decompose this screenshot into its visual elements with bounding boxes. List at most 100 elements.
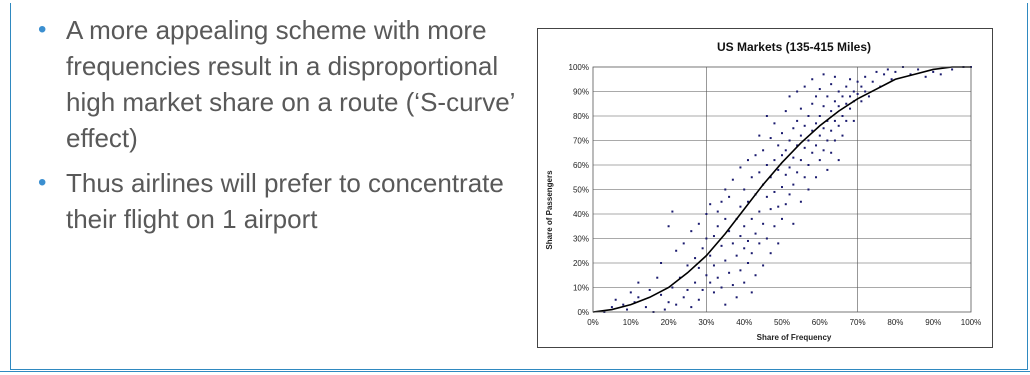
data-point (716, 210, 719, 213)
data-point (762, 149, 765, 152)
x-tick-label: 80% (887, 318, 903, 327)
data-point (792, 222, 795, 225)
data-point (765, 237, 768, 240)
data-point (735, 296, 738, 299)
data-point (758, 210, 761, 213)
data-point (833, 100, 836, 103)
data-point (818, 159, 821, 162)
x-tick-label: 90% (925, 318, 941, 327)
data-point (724, 303, 727, 306)
data-point (724, 188, 727, 191)
data-point (743, 225, 746, 228)
data-point (750, 176, 753, 179)
data-point (788, 95, 791, 98)
data-point (807, 139, 810, 142)
data-point (833, 139, 836, 142)
data-point (720, 200, 723, 203)
y-tick-label: 60% (573, 161, 589, 170)
data-point (663, 308, 666, 311)
data-point (743, 281, 746, 284)
data-point (765, 115, 768, 117)
data-point (746, 239, 749, 242)
data-point (781, 132, 783, 135)
data-point (701, 288, 704, 291)
data-point (894, 70, 897, 73)
data-point (781, 217, 783, 220)
data-point (735, 254, 738, 257)
data-point (739, 235, 742, 238)
y-tick-label: 50% (573, 186, 589, 195)
data-point (826, 95, 829, 98)
x-tick-label: 100% (961, 318, 981, 327)
x-tick-label: 20% (661, 318, 677, 327)
data-point (777, 242, 780, 245)
data-point (671, 286, 674, 289)
data-point (818, 134, 821, 137)
data-point (739, 205, 742, 208)
y-tick-label: 80% (573, 112, 589, 121)
bullet-item: • A more appealing scheme with more freq… (38, 12, 518, 156)
data-point (701, 247, 704, 250)
data-point (731, 178, 734, 181)
data-point (826, 168, 829, 171)
data-point (667, 225, 670, 228)
data-point (856, 80, 859, 83)
data-point (799, 200, 802, 203)
x-tick-label: 50% (774, 318, 790, 327)
data-point (644, 306, 647, 309)
data-point (777, 144, 780, 147)
data-point (852, 90, 855, 93)
data-point (610, 306, 613, 309)
data-point (697, 222, 700, 225)
x-tick-label: 70% (850, 318, 866, 327)
data-point (728, 271, 731, 274)
data-point (815, 176, 818, 179)
chart-svg: US Markets (135-415 Miles) 0% 10% 20% 30% 40… (545, 40, 981, 342)
data-point (932, 70, 935, 73)
data-point (750, 291, 753, 294)
x-tick-label: 10% (623, 318, 639, 327)
data-point (762, 264, 765, 267)
data-point (951, 68, 954, 71)
data-point (875, 70, 878, 73)
data-point (754, 154, 757, 157)
data-point (807, 164, 810, 166)
data-point (690, 230, 693, 233)
data-point (811, 129, 814, 132)
data-point (731, 284, 734, 287)
data-point (796, 144, 799, 147)
data-point (728, 230, 731, 233)
chart-title: US Markets (135-415 Miles) (717, 40, 871, 54)
bullet-text: Thus airlines will prefer to concentrate… (66, 168, 504, 234)
data-point (629, 291, 632, 294)
data-point (712, 264, 715, 267)
data-point (883, 73, 886, 76)
data-point (671, 210, 674, 213)
data-point (712, 291, 715, 294)
data-point (788, 139, 791, 142)
data-point (682, 296, 685, 299)
data-point (837, 159, 840, 162)
data-point (803, 85, 806, 88)
data-point (739, 269, 742, 272)
data-point (773, 225, 776, 228)
data-point (939, 73, 942, 76)
data-point (860, 85, 863, 88)
data-point (815, 122, 818, 125)
data-point (803, 146, 806, 149)
data-point (807, 188, 810, 191)
data-point (731, 242, 734, 245)
data-point (660, 262, 663, 264)
slide-bottom-rule (0, 371, 1030, 372)
y-axis-label: Share of Passengers (545, 170, 554, 250)
data-point (773, 122, 776, 125)
bullet-text: A more appealing scheme with more freque… (66, 15, 515, 153)
data-point (769, 252, 772, 255)
y-tick-label: 30% (573, 235, 589, 244)
data-point (822, 73, 825, 76)
data-point (746, 262, 749, 264)
data-point (765, 195, 768, 198)
data-point (826, 139, 829, 142)
data-point (796, 171, 799, 174)
data-point (762, 222, 765, 225)
